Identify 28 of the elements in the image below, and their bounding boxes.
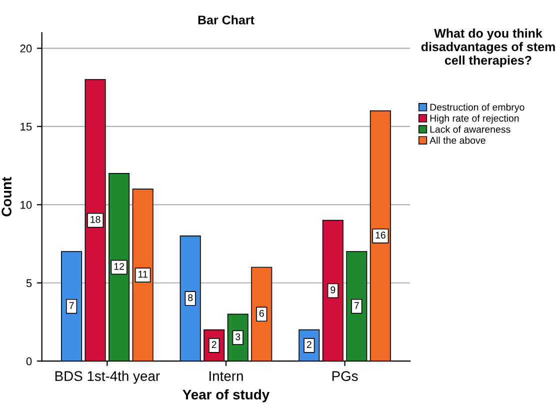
y-tick-label: 0	[26, 357, 32, 366]
y-tick-label: 20	[20, 44, 32, 52]
data-label: 12	[114, 262, 124, 270]
data-label: 6	[259, 310, 264, 317]
x-axis-title: Year of study	[182, 389, 270, 402]
legend-label: High rate of rejection	[430, 114, 519, 124]
data-label: 2	[306, 341, 312, 348]
legend-label: Destruction of embryo	[430, 104, 524, 113]
y-axis-title: Count	[2, 176, 12, 216]
data-label: 3	[236, 333, 240, 340]
legend-label: All the above	[430, 136, 486, 144]
data-label: 11	[138, 270, 148, 278]
data-label: 8	[188, 294, 193, 302]
x-tick-label: Intern	[210, 371, 243, 382]
legend-title: What do you think disadvantages of stem cell therapies?	[421, 28, 555, 68]
x-tick-label: PGs	[332, 371, 358, 382]
y-tick-label: 15	[20, 122, 32, 131]
x-tick-label: BDS 1st-4th year	[55, 370, 160, 384]
legend-label: Lack of awareness	[430, 126, 510, 133]
y-tick-label: 10	[20, 200, 32, 209]
data-label: 7	[354, 302, 359, 309]
data-label: 2	[212, 341, 216, 348]
chart-title: Bar Chart	[198, 15, 254, 24]
data-label: 9	[330, 286, 336, 294]
data-label: 18	[90, 216, 100, 223]
y-tick-label: 5	[26, 279, 32, 288]
data-label: 7	[69, 302, 74, 309]
data-label: 16	[376, 232, 386, 239]
